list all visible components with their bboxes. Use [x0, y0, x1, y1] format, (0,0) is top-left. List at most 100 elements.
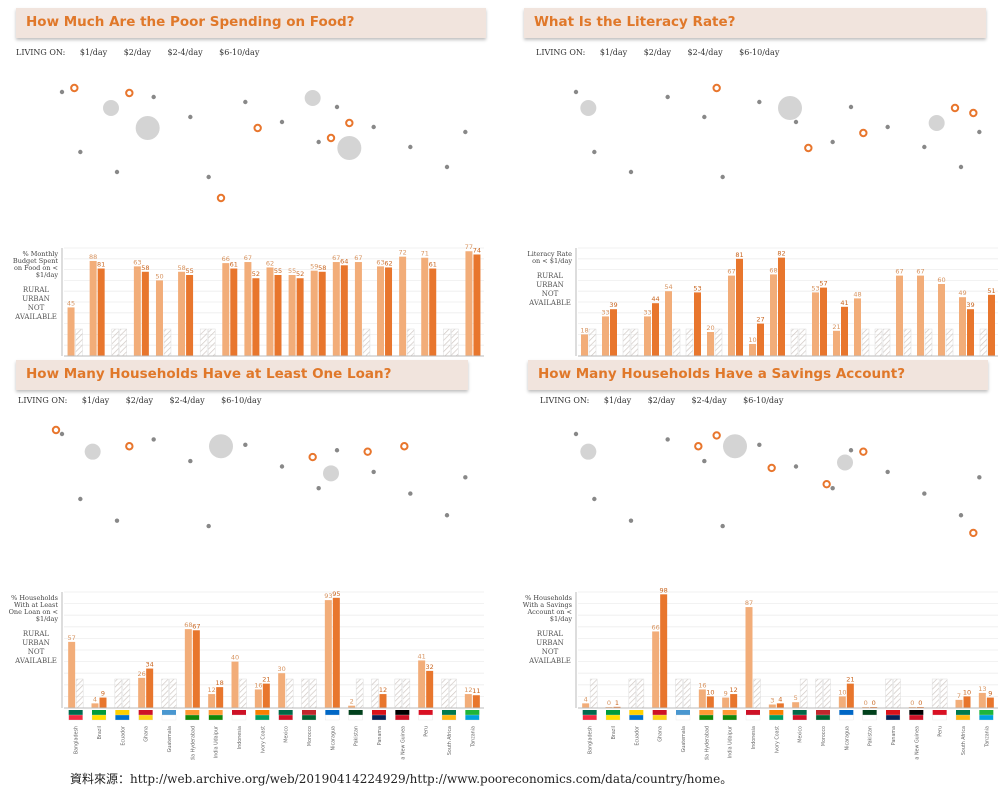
living-on-option[interactable]: $2-4/day — [167, 48, 203, 57]
y-axis-label-line: $1/day — [550, 615, 572, 623]
country-marker — [969, 108, 978, 118]
flag-icon-band — [699, 714, 714, 721]
bar-urban — [986, 697, 994, 708]
flag-icon-band — [138, 714, 153, 721]
country-label: India Udaipur — [728, 726, 734, 758]
living-on-option[interactable]: $6-10/day — [739, 48, 780, 57]
bar-value-label: 39 — [966, 301, 974, 309]
chart-title: How Many Households Have a Savings Accou… — [538, 366, 906, 382]
country-dot — [977, 475, 982, 480]
living-on-option[interactable]: $6-10/day — [743, 396, 784, 405]
y-axis-label-line: % Households — [525, 594, 572, 602]
living-on-option[interactable]: $1/day — [81, 396, 110, 405]
y-axis-label: % Households With at Least One Loan on < $1… — [9, 594, 59, 623]
bar-not-available — [309, 678, 317, 709]
country-dot — [848, 104, 854, 110]
bar-value-label: 67 — [895, 268, 903, 276]
country-dot — [628, 518, 634, 523]
panel-literacy: What Is the Literacy Rate? LIVING ON: $1… — [520, 8, 1006, 358]
bar-not-available — [362, 328, 371, 357]
bar-value-label: 67 — [244, 254, 252, 262]
bar-value-label: 82 — [777, 250, 785, 258]
bar-not-available — [163, 328, 172, 357]
bar-value-label: 4 — [584, 695, 588, 703]
y-axis-label-line: With a Savings — [523, 601, 572, 609]
bar-rural — [89, 260, 97, 356]
country-dot — [114, 169, 120, 175]
flag-icon — [769, 710, 784, 715]
country-blob — [580, 100, 597, 116]
bar-rural — [288, 275, 296, 356]
bar-not-available — [451, 328, 459, 357]
bar-urban — [216, 687, 224, 708]
living-on-option[interactable]: $2-4/day — [169, 396, 205, 405]
flag-icon-band — [325, 714, 340, 721]
bar-value-label: 0 — [607, 699, 611, 707]
living-on-option[interactable]: $2/day — [647, 396, 675, 405]
living-on-row: LIVING ON: $1/day $2/day $2-4/day $6-10/… — [16, 48, 273, 57]
legend-item: RURAL — [537, 272, 563, 280]
country-blob — [135, 116, 160, 140]
flag-icon — [862, 710, 877, 715]
country-label: Ecuador — [634, 726, 640, 746]
living-on-option[interactable]: $2/day — [643, 48, 671, 57]
bar-urban — [652, 303, 659, 356]
living-on-option[interactable]: $2/day — [123, 48, 151, 57]
bar-rural — [278, 673, 286, 708]
flag-icon-band — [441, 714, 457, 721]
bar-value-label: 13 — [978, 685, 986, 693]
country-marker — [950, 103, 960, 113]
flag-icon — [92, 710, 106, 715]
living-on-option[interactable]: $2/day — [125, 396, 153, 405]
living-on-label: LIVING ON: — [18, 396, 68, 405]
living-on-option[interactable]: $6-10/day — [221, 396, 262, 405]
flag-icon — [652, 710, 667, 715]
bar-value-label: 0 — [910, 699, 914, 707]
bar-value-label: 3 — [770, 697, 774, 705]
bar-not-available — [111, 328, 120, 357]
bar-rural — [698, 689, 706, 708]
title-bar: What Is the Literacy Rate? — [524, 8, 986, 38]
living-on-option[interactable]: $2-4/day — [691, 396, 727, 405]
living-on-option[interactable]: $1/day — [79, 48, 108, 57]
bar-not-available — [122, 678, 131, 709]
bar-rural — [266, 267, 274, 356]
flag-icon — [162, 710, 176, 715]
bar-urban — [694, 292, 701, 356]
bar-not-available — [285, 678, 294, 709]
bar-value-label: 81 — [735, 251, 743, 259]
living-on-option[interactable]: $1/day — [603, 396, 632, 405]
bar-rural — [377, 266, 385, 356]
living-on-option[interactable]: $2-4/day — [687, 48, 723, 57]
living-on-option[interactable]: $6-10/day — [219, 48, 260, 57]
flag-icon-band — [722, 714, 737, 721]
bar-rural — [745, 607, 753, 708]
country-blob — [209, 434, 233, 459]
country-label: Peru — [938, 726, 944, 737]
bar-not-available — [903, 328, 912, 357]
bar-rural — [581, 334, 588, 356]
country-dot — [78, 496, 83, 502]
living-on-option[interactable]: $1/day — [599, 48, 628, 57]
flag-icon — [746, 710, 760, 715]
bar-value-label: 57 — [819, 280, 827, 288]
flag-icon — [278, 710, 293, 715]
country-label: Morocco — [307, 726, 313, 746]
bar-not-available — [979, 328, 988, 357]
bar-value-label: 57 — [68, 634, 76, 642]
bar-rural — [768, 704, 776, 708]
bar-value-label: 32 — [426, 663, 434, 671]
flag-icon — [68, 710, 83, 715]
bar-urban — [473, 254, 481, 356]
bar-urban — [841, 306, 848, 356]
living-on-row: LIVING ON: $1/day $2/day $2-4/day $6-10/… — [536, 48, 793, 57]
bar-rural — [332, 262, 340, 356]
country-dot — [702, 458, 707, 464]
living-on-label: LIVING ON: — [536, 48, 586, 57]
country-dot — [114, 518, 120, 523]
bar-value-label: 77 — [465, 243, 473, 251]
flag-icon — [348, 710, 363, 715]
bar-rural — [222, 263, 230, 356]
country-marker — [400, 442, 409, 451]
flag-icon-band — [278, 714, 293, 721]
